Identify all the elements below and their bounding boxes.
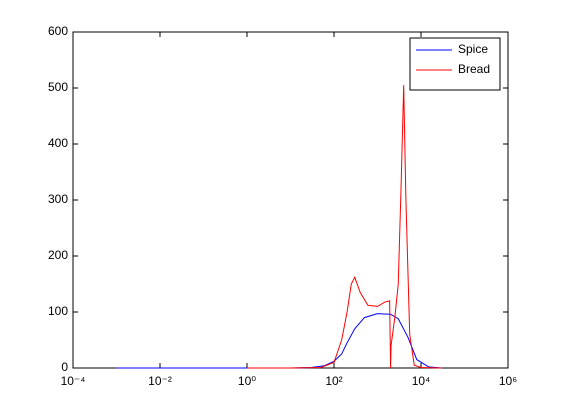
x-tick-label: 10² — [325, 374, 342, 388]
y-tick-label: 300 — [48, 192, 68, 206]
legend-label: Bread — [458, 62, 490, 76]
y-tick-label: 400 — [48, 136, 68, 150]
series-line — [247, 85, 442, 369]
x-tick-label: 10⁶ — [499, 374, 517, 388]
legend-box — [409, 37, 501, 91]
y-tick-label: 600 — [48, 24, 68, 38]
x-tick-label: 10⁰ — [238, 374, 256, 388]
y-tick-label: 200 — [48, 248, 68, 262]
x-tick-label: 10⁻² — [148, 374, 172, 388]
x-tick-label: 10⁴ — [412, 374, 431, 388]
legend-label: Spice — [458, 42, 488, 56]
y-tick-label: 500 — [48, 80, 68, 94]
x-tick-label: 10⁻⁴ — [61, 374, 86, 388]
y-tick-label: 100 — [48, 304, 68, 318]
y-tick-label: 0 — [61, 360, 68, 374]
